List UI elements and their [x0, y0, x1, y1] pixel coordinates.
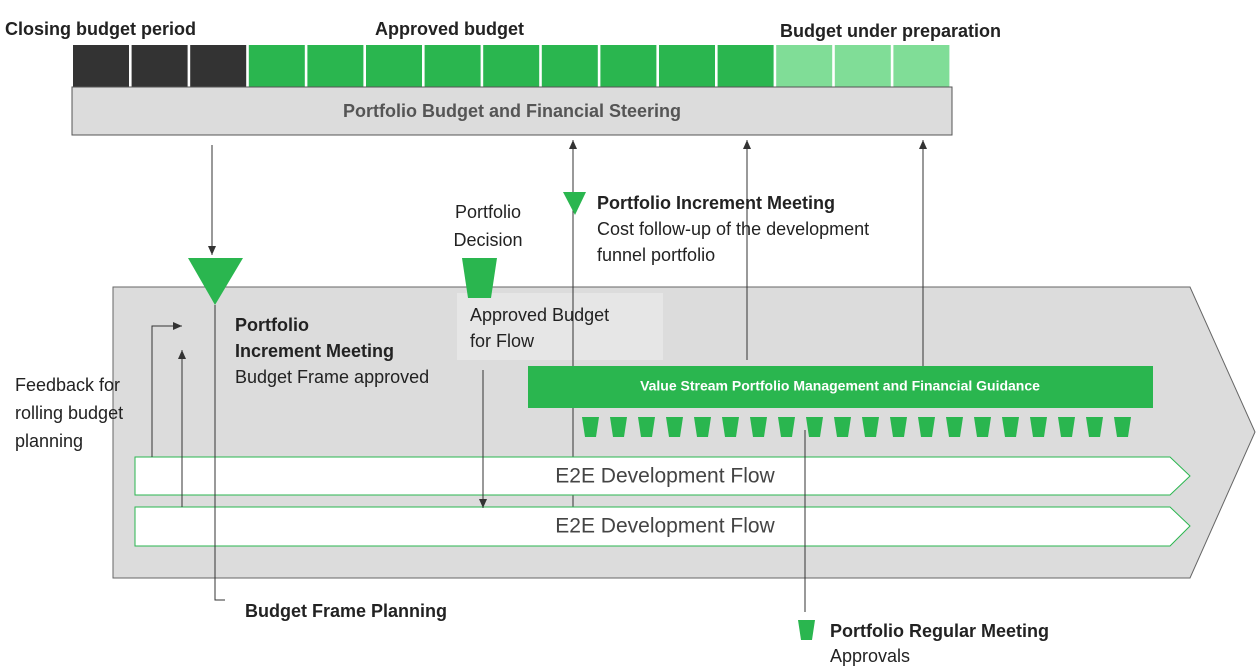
- period-block: [483, 45, 540, 87]
- period-block: [893, 45, 950, 87]
- period-block: [659, 45, 715, 87]
- period-block: [834, 45, 891, 87]
- period-block: [424, 45, 481, 87]
- steering-bar: [71, 86, 953, 136]
- label: Portfolio: [235, 315, 309, 335]
- label: Portfolio Regular Meeting: [830, 621, 1049, 641]
- flow: [134, 506, 1191, 547]
- label: Approvals: [830, 646, 910, 666]
- box: [457, 293, 663, 360]
- period-block: [131, 45, 188, 87]
- milestone: [563, 192, 586, 215]
- label: Budget Frame approved: [235, 367, 429, 387]
- arrow: [151, 322, 182, 457]
- meeting: [1114, 417, 1131, 437]
- period-block: [366, 45, 422, 87]
- period-block: [541, 45, 598, 87]
- meeting: [582, 417, 599, 437]
- label: Portfolio Budget and Financial Steering: [343, 101, 681, 121]
- label: Cost follow-up of the development: [597, 219, 869, 239]
- period-blocks: [73, 45, 950, 87]
- milestone: [462, 258, 497, 298]
- meeting: [694, 417, 711, 437]
- meeting: [834, 417, 851, 437]
- meeting: [862, 417, 879, 437]
- meeting: [610, 417, 627, 437]
- label: E2E Development Flow: [555, 515, 775, 538]
- meeting: [638, 417, 655, 437]
- value-stream: [112, 286, 1256, 579]
- period-block: [190, 45, 247, 87]
- label: Portfolio Increment Meeting: [597, 193, 835, 213]
- milestone: [798, 620, 815, 640]
- meeting: [722, 417, 739, 437]
- meeting: [666, 417, 683, 437]
- period-block: [73, 45, 129, 87]
- period-block: [776, 45, 833, 87]
- label: Portfolio: [455, 202, 521, 222]
- period-block: [600, 45, 657, 87]
- period-block: [717, 45, 774, 87]
- label: E2E Development Flow: [555, 465, 775, 488]
- guidance-bar: [528, 366, 1153, 408]
- label: rolling budget: [15, 403, 123, 423]
- meeting-row: [582, 417, 1131, 437]
- period-block: [307, 45, 364, 87]
- label: Budget under preparation: [780, 21, 1001, 41]
- label: Approved Budget: [470, 305, 609, 325]
- label: Value Stream Portfolio Management and Fi…: [640, 378, 1040, 394]
- label: Feedback for: [15, 375, 120, 395]
- meeting: [750, 417, 767, 437]
- line: [214, 305, 225, 601]
- meeting: [1058, 417, 1075, 437]
- meeting: [890, 417, 907, 437]
- label: Budget Frame Planning: [245, 601, 447, 621]
- label: Increment Meeting: [235, 341, 394, 361]
- meeting: [1030, 417, 1047, 437]
- label: planning: [15, 431, 83, 451]
- meeting: [1086, 417, 1103, 437]
- label: Decision: [453, 230, 522, 250]
- meeting: [806, 417, 823, 437]
- meeting: [946, 417, 963, 437]
- flow: [134, 456, 1191, 496]
- meeting: [974, 417, 991, 437]
- meeting: [1002, 417, 1019, 437]
- label: for Flow: [470, 331, 535, 351]
- milestone: [188, 258, 243, 305]
- meeting: [778, 417, 795, 437]
- label: funnel portfolio: [597, 245, 715, 265]
- meeting: [918, 417, 935, 437]
- label: Closing budget period: [5, 19, 196, 39]
- period-block: [248, 45, 305, 87]
- label: Approved budget: [375, 19, 524, 39]
